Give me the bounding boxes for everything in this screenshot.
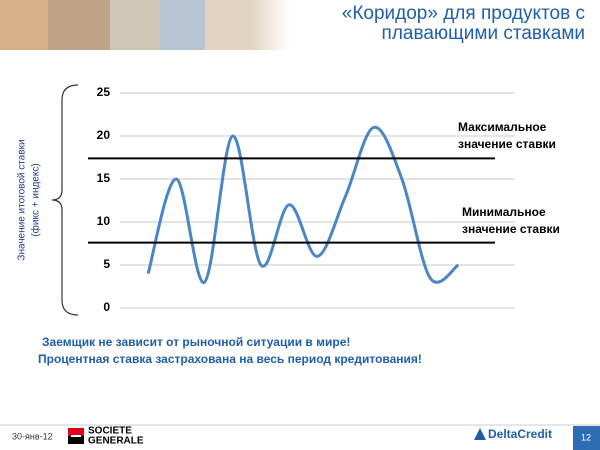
- corridor-label: значение ставки: [462, 222, 560, 236]
- y-tick-label: 25: [97, 85, 111, 99]
- y-axis-label: (фикс + индекс): [30, 163, 42, 236]
- y-tick-label: 0: [103, 300, 110, 314]
- note: Процентная ставка застрахована на весь п…: [38, 352, 422, 366]
- sg-logo-top: [68, 428, 84, 436]
- slide-title: плавающими ставками: [382, 23, 585, 44]
- bracket: [51, 84, 79, 316]
- y-axis-label: Значение итоговой ставки: [17, 139, 28, 260]
- footer-brand: GENERALE: [88, 436, 144, 447]
- page-number: 12: [581, 432, 591, 442]
- page-box: [573, 426, 600, 450]
- note: Заемщик не зависит от рыночной ситуации …: [42, 335, 350, 349]
- header-photos: [0, 0, 290, 50]
- logo-mark: [474, 428, 486, 440]
- corridor-label: Минимальное: [462, 205, 546, 219]
- footer-date: 30-янв-12: [12, 431, 53, 441]
- y-tick-label: 5: [103, 257, 110, 271]
- corridor-label: значение ставки: [458, 137, 556, 151]
- sg-logo-bottom: [68, 436, 84, 444]
- chart: 0 5 10 15 20 25 Значение итоговой ставки (фикс …: [17, 85, 560, 314]
- corridor-label: Максимальное: [458, 120, 547, 134]
- y-tick-label: 20: [97, 128, 111, 142]
- y-tick-label: 10: [97, 214, 111, 228]
- slide-title: «Коридор» для продуктов с: [342, 3, 585, 24]
- sg-logo-bar: [71, 435, 81, 437]
- footer-brand: SOCIETE: [88, 426, 132, 437]
- line: [146, 125, 460, 284]
- footer-logo: DeltaCredit: [488, 427, 552, 441]
- y-tick-label: 15: [97, 171, 111, 185]
